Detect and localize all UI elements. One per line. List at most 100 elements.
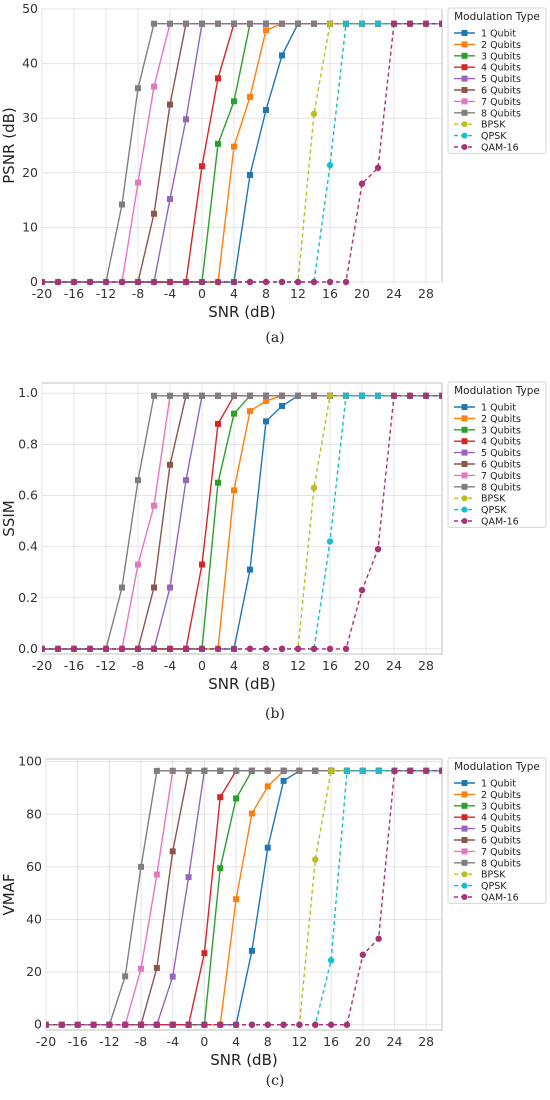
data-point bbox=[201, 1021, 208, 1028]
legend-entry: 7 Qubits bbox=[481, 847, 521, 858]
y-tick-label: 0.8 bbox=[18, 436, 38, 451]
data-point bbox=[326, 278, 334, 286]
data-point bbox=[199, 163, 205, 170]
data-point bbox=[46, 1021, 50, 1028]
data-point bbox=[374, 164, 382, 172]
x-tick-label: 8 bbox=[264, 1034, 272, 1049]
panel-caption: (c) bbox=[266, 1073, 285, 1089]
plot-area bbox=[41, 8, 443, 283]
data-point bbox=[167, 101, 173, 108]
data-point bbox=[295, 392, 301, 399]
data-point bbox=[54, 645, 62, 653]
data-point bbox=[246, 278, 254, 286]
data-point bbox=[438, 767, 442, 775]
data-point bbox=[247, 408, 253, 415]
panel-caption: (a) bbox=[265, 330, 284, 346]
legend-marker bbox=[461, 814, 468, 821]
data-point bbox=[326, 20, 334, 27]
data-point bbox=[279, 403, 285, 410]
data-point bbox=[153, 1021, 161, 1028]
data-point bbox=[199, 561, 205, 568]
legend-title: Modulation Type bbox=[454, 11, 540, 23]
legend-entry: BPSK bbox=[481, 120, 506, 131]
legend-entry: 7 Qubits bbox=[481, 97, 521, 108]
data-point bbox=[294, 645, 302, 653]
data-point bbox=[199, 392, 205, 399]
x-tick-label: -4 bbox=[166, 1034, 179, 1049]
legend-entry: QAM-16 bbox=[481, 893, 519, 904]
legend-entry: 8 Qubits bbox=[481, 482, 521, 493]
data-point bbox=[201, 950, 208, 957]
data-point bbox=[166, 278, 174, 286]
data-point bbox=[215, 479, 221, 486]
x-tick-label: -4 bbox=[164, 658, 177, 673]
data-point bbox=[438, 392, 442, 399]
data-point bbox=[214, 645, 222, 653]
data-point bbox=[294, 278, 302, 286]
x-tick-label: -4 bbox=[164, 286, 177, 301]
data-point bbox=[326, 645, 334, 653]
data-point bbox=[279, 20, 285, 27]
legend-marker bbox=[461, 87, 468, 93]
legend-marker bbox=[461, 415, 468, 422]
data-point bbox=[151, 20, 157, 27]
data-point bbox=[326, 538, 334, 545]
data-point bbox=[215, 420, 221, 427]
x-tick-label: 16 bbox=[323, 1034, 339, 1049]
data-point bbox=[342, 20, 350, 27]
data-point bbox=[135, 179, 141, 186]
data-point bbox=[102, 278, 110, 286]
y-tick-label: 100 bbox=[18, 754, 42, 769]
legend-marker bbox=[461, 495, 468, 502]
legend-marker bbox=[461, 859, 468, 866]
y-tick-label: 0 bbox=[34, 1017, 42, 1032]
data-point bbox=[118, 278, 126, 286]
data-point bbox=[264, 1021, 271, 1028]
legend-entry: 6 Qubits bbox=[481, 86, 521, 97]
x-tick-label: -20 bbox=[32, 286, 52, 301]
data-point bbox=[153, 871, 160, 878]
data-point bbox=[134, 645, 142, 653]
data-point bbox=[230, 645, 238, 653]
x-tick-label: 0 bbox=[200, 1034, 208, 1049]
x-tick-label: 16 bbox=[322, 658, 338, 673]
x-tick-label: -8 bbox=[132, 658, 145, 673]
data-point bbox=[248, 947, 255, 954]
data-point bbox=[327, 767, 335, 775]
data-point bbox=[310, 484, 318, 492]
y-tick-label: 10 bbox=[22, 219, 38, 234]
legend-marker bbox=[461, 109, 468, 116]
data-point bbox=[374, 392, 382, 399]
data-point bbox=[198, 645, 206, 653]
legend-marker bbox=[461, 121, 468, 128]
legend-entry: QAM-16 bbox=[481, 517, 519, 528]
data-point bbox=[169, 1021, 176, 1028]
data-point bbox=[295, 20, 301, 27]
legend-marker bbox=[461, 438, 468, 445]
data-point bbox=[358, 392, 366, 399]
legend-entry: 2 Qubits bbox=[481, 790, 521, 801]
x-tick-label: 12 bbox=[290, 286, 306, 301]
y-tick-label: 0.6 bbox=[18, 487, 38, 502]
x-tick-label: 20 bbox=[355, 1034, 371, 1049]
x-tick-label: -8 bbox=[135, 1034, 148, 1049]
data-point bbox=[278, 645, 286, 653]
legend-title: Modulation Type bbox=[454, 761, 540, 773]
data-point bbox=[248, 767, 255, 774]
data-point bbox=[263, 27, 269, 34]
data-point bbox=[135, 561, 141, 568]
data-point bbox=[359, 951, 366, 958]
data-point bbox=[262, 645, 270, 653]
data-point bbox=[327, 957, 335, 964]
data-point bbox=[310, 110, 318, 118]
x-tick-label: -16 bbox=[64, 286, 84, 301]
data-point bbox=[230, 278, 238, 286]
chart-panel-3: -20 -16 -12 -8 -4 0 4 8 12 16 20 24 28 0 20 40 60 80 100 SN… bbox=[0, 754, 547, 1089]
legend-marker bbox=[461, 30, 468, 36]
legend-entry: 6 Qubits bbox=[481, 460, 521, 471]
y-tick-label: 20 bbox=[26, 964, 42, 979]
data-point bbox=[248, 810, 255, 817]
data-point bbox=[167, 392, 173, 399]
